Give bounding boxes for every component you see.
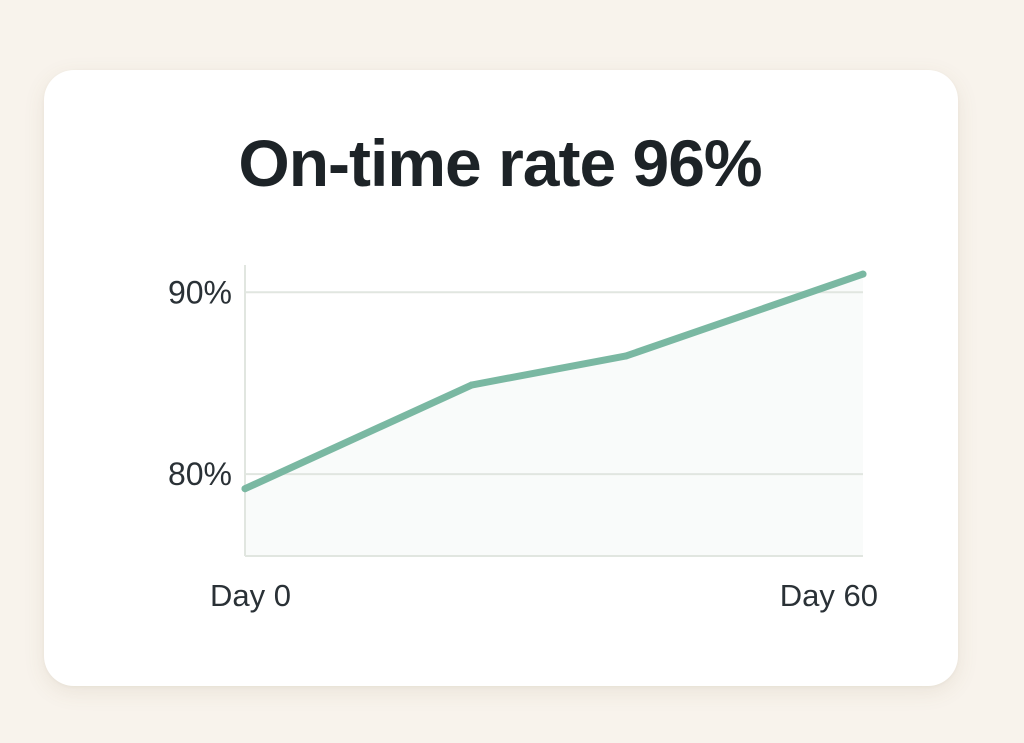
data-point-1	[468, 382, 475, 389]
area-fill	[245, 274, 863, 556]
x-tick-label-start: Day 0	[210, 578, 291, 613]
x-tick-label-end: Day 60	[780, 578, 878, 613]
y-tick-label-80: 80%	[168, 456, 232, 492]
data-point-2	[623, 352, 630, 359]
y-tick-label-90: 90%	[168, 274, 232, 310]
data-point-0	[242, 485, 249, 492]
data-point-3	[860, 271, 867, 278]
